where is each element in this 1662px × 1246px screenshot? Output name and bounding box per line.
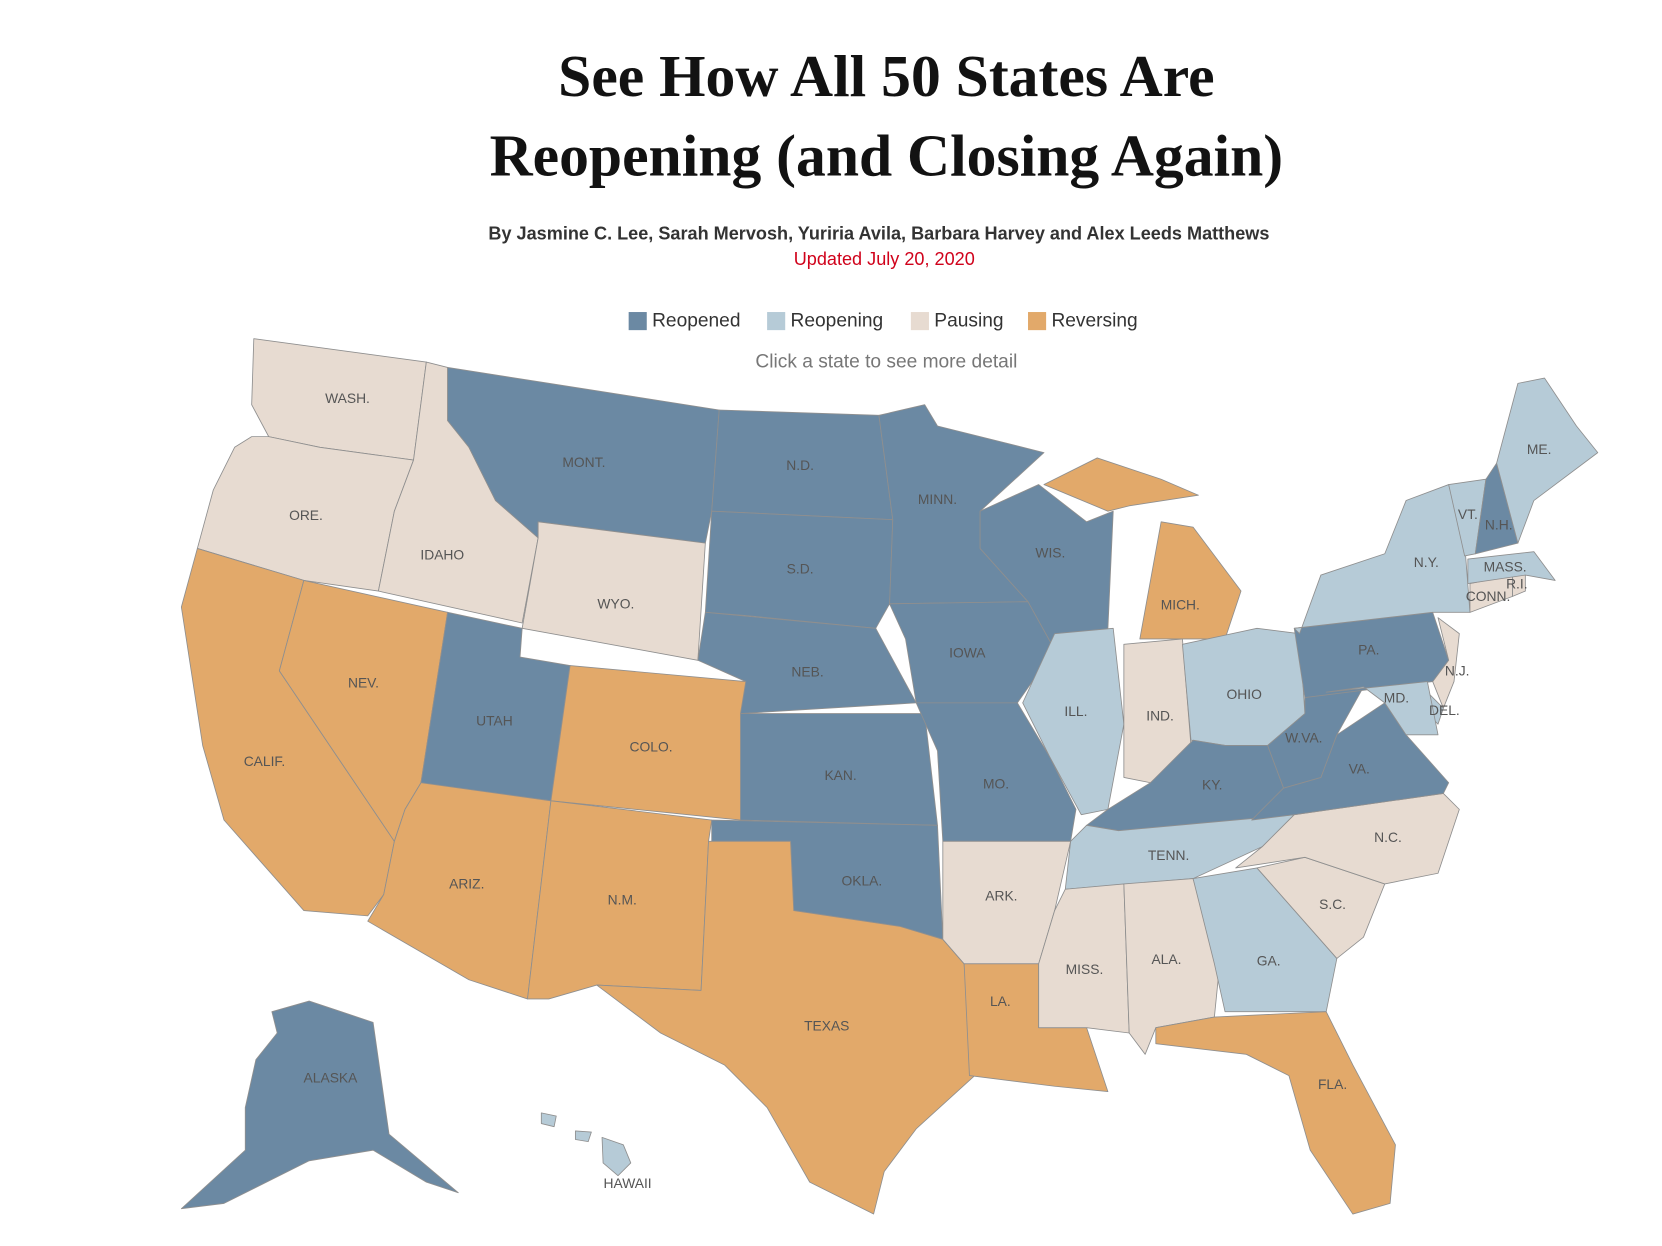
legend-swatch bbox=[1028, 312, 1047, 331]
state[interactable] bbox=[420, 611, 571, 802]
state[interactable] bbox=[1022, 627, 1125, 816]
state[interactable] bbox=[704, 510, 894, 629]
state[interactable] bbox=[540, 1112, 632, 1177]
state-label: HAWAII bbox=[604, 1175, 652, 1191]
state[interactable] bbox=[521, 521, 706, 661]
state[interactable] bbox=[1325, 681, 1439, 736]
state[interactable] bbox=[979, 484, 1114, 651]
state[interactable] bbox=[180, 1000, 459, 1210]
state[interactable] bbox=[740, 713, 938, 826]
state[interactable] bbox=[1496, 377, 1599, 544]
state[interactable] bbox=[1512, 574, 1526, 597]
state[interactable] bbox=[1155, 1011, 1396, 1215]
title-line: Reopening (and Closing Again) bbox=[490, 123, 1284, 189]
state[interactable] bbox=[1293, 484, 1471, 635]
state[interactable] bbox=[550, 665, 747, 821]
updated: Updated July 20, 2020 bbox=[794, 249, 975, 269]
state[interactable] bbox=[711, 409, 894, 521]
state[interactable] bbox=[1467, 551, 1556, 585]
byline: By Jasmine C. Lee, Sarah Mervosh, Yuriri… bbox=[488, 224, 1269, 244]
legend-swatch bbox=[767, 312, 786, 331]
legend-swatch bbox=[628, 312, 647, 331]
state[interactable] bbox=[596, 840, 976, 1215]
state[interactable] bbox=[915, 702, 1077, 842]
title-line: See How All 50 States Are bbox=[558, 43, 1214, 109]
state[interactable] bbox=[527, 800, 713, 1000]
legend-label: Pausing bbox=[934, 311, 1003, 332]
state[interactable] bbox=[1256, 856, 1386, 959]
instruction: Click a state to see more detail bbox=[755, 351, 1017, 372]
legend: Reopened Reopening Pausing Reversing bbox=[628, 311, 1138, 332]
legend-label: Reopening bbox=[791, 311, 884, 332]
legend-label: Reversing bbox=[1051, 311, 1137, 332]
legend-label: Reopened bbox=[652, 311, 740, 332]
state[interactable] bbox=[1182, 627, 1306, 746]
legend-swatch bbox=[910, 312, 929, 331]
map: WASH.ORE.CALIF.IDAHONEV.MONT.WYO.UTAHARI… bbox=[180, 338, 1599, 1215]
